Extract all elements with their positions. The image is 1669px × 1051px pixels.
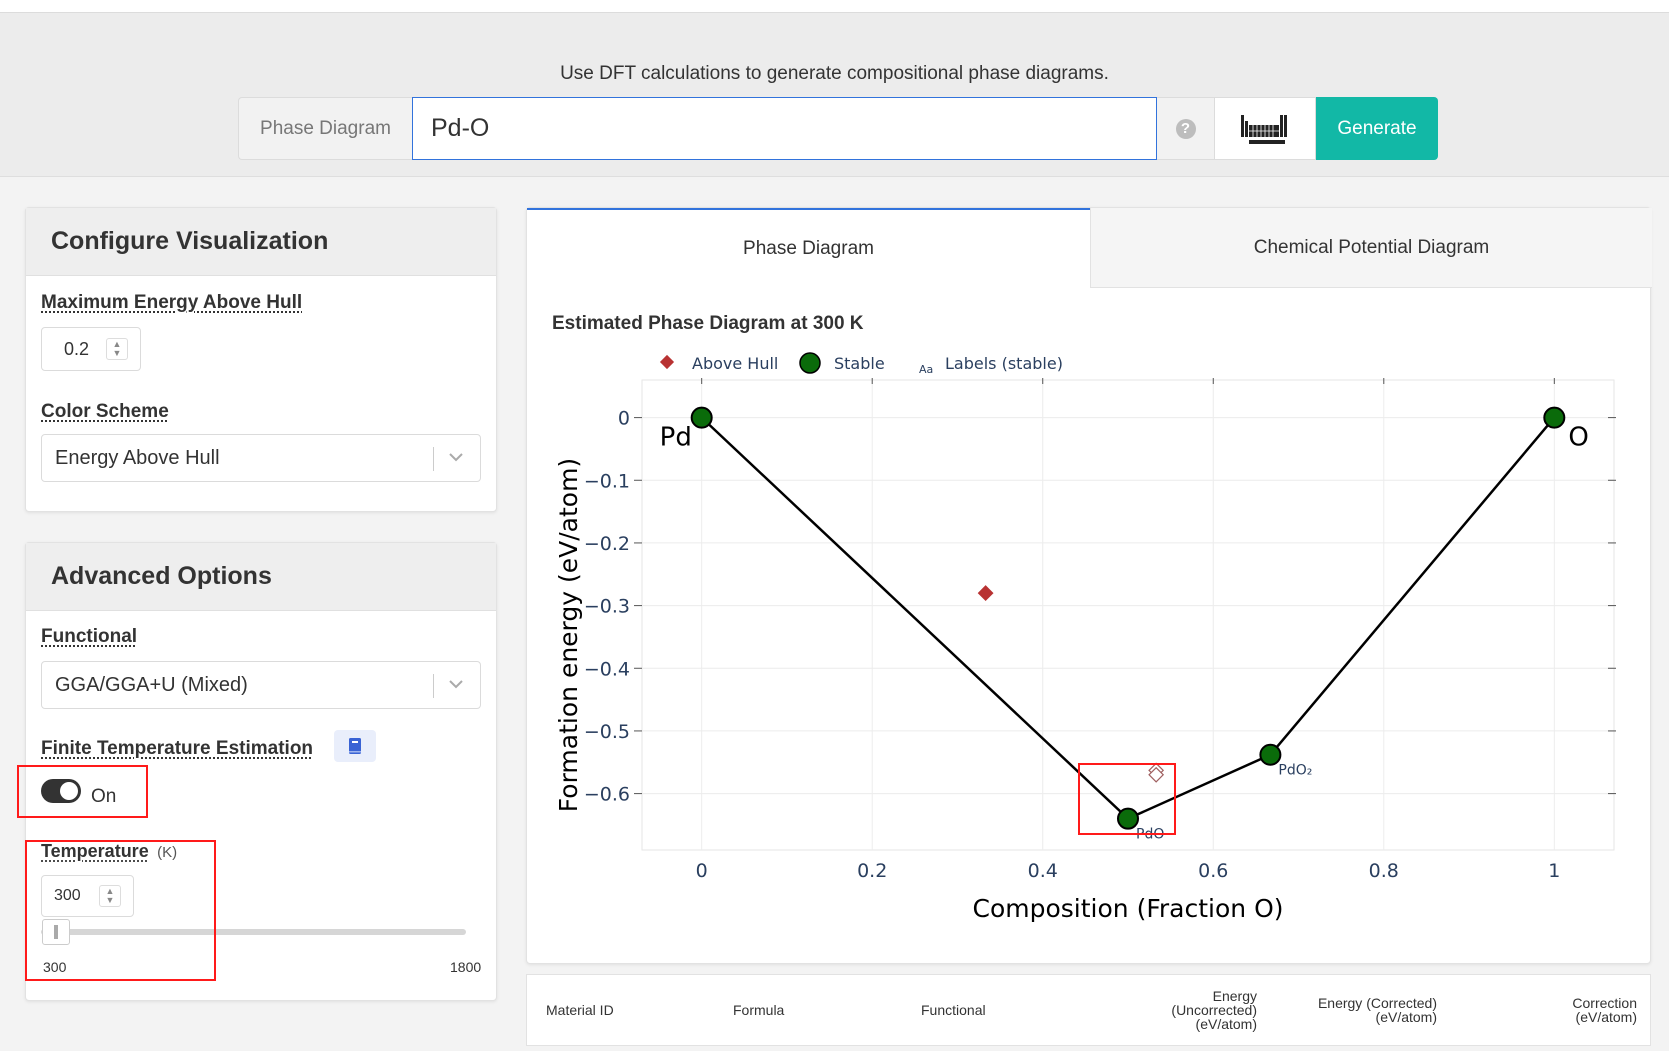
color-scheme-value: Energy Above Hull — [55, 446, 220, 469]
temperature-slider[interactable] — [41, 917, 466, 947]
temperature-label: Temperature — [41, 841, 149, 861]
x-tick-label: 0.6 — [1198, 860, 1228, 882]
advanced-title: Advanced Options — [26, 543, 496, 611]
col-energy-corrected[interactable]: Energy (Corrected) (eV/atom) — [1317, 995, 1437, 1025]
legend-labels-glyph: Aa — [919, 363, 933, 376]
configure-title: Configure Visualization — [26, 208, 496, 276]
slider-track — [41, 929, 466, 935]
stable-point — [1259, 743, 1282, 766]
highlight-pdo-box — [1078, 763, 1176, 835]
slider-handle-grip — [54, 925, 58, 939]
finite-temp-toggle[interactable] — [41, 779, 81, 803]
y-tick-label: −0.4 — [584, 658, 630, 680]
search-bar: Phase Diagram ? Generate — [238, 97, 1438, 160]
periodic-table-icon — [1241, 114, 1287, 144]
phase-diagram-chart[interactable]: 0 0.2 0.4 0.6 0.8 1 0 −0.1 −0.2 −0.3 −0.4 −0.5 −0.6 C… — [527, 338, 1627, 923]
col-formula[interactable]: Formula — [733, 1002, 785, 1018]
question-circle-icon: ? — [1175, 118, 1196, 139]
toggle-state-label: On — [91, 786, 117, 807]
hull-line — [700, 416, 1556, 821]
phase-diagram-card: Phase Diagram Chemical Potential Diagram… — [526, 207, 1652, 964]
y-axis-label: Formation energy (eV/atom) — [554, 458, 583, 812]
stable-point — [1117, 807, 1139, 830]
stable-point — [1543, 406, 1566, 429]
spinner-icon[interactable]: ▲ ▼ — [99, 885, 121, 907]
finite-temp-doc-button[interactable] — [334, 730, 376, 762]
y-tick-label: −0.3 — [584, 596, 630, 618]
search-input[interactable] — [412, 97, 1157, 160]
top-divider — [0, 12, 1669, 13]
highlight-toggle-box — [17, 765, 148, 818]
legend-above-hull-label: Above Hull — [692, 354, 778, 373]
plot-area — [641, 379, 1615, 851]
help-button[interactable]: ? — [1157, 97, 1215, 160]
temperature-value: 300 — [54, 887, 81, 904]
label-pdo2: PdO₂ — [1278, 763, 1312, 779]
col-energy-uncorrected[interactable]: Energy (Uncorrected) (eV/atom) — [1171, 988, 1257, 1032]
slider-min-label: 300 — [43, 959, 67, 975]
y-tick-label: −0.6 — [584, 784, 630, 806]
above-hull-point — [1148, 766, 1165, 783]
x-tick-label: 0.8 — [1369, 860, 1399, 882]
color-scheme-select[interactable]: Energy Above Hull — [41, 434, 481, 482]
legend-above-hull-marker — [659, 354, 675, 370]
functional-value: GGA/GGA+U (Mixed) — [55, 673, 248, 696]
book-icon — [349, 738, 361, 754]
above-hull-point — [977, 585, 994, 601]
temperature-label-group: Temperature (K) — [41, 841, 177, 862]
search-prefix-label: Phase Diagram — [238, 97, 412, 160]
col-material-id[interactable]: Material ID — [546, 1002, 614, 1018]
max-energy-value: 0.2 — [64, 338, 90, 359]
max-energy-label: Maximum Energy Above Hull — [41, 292, 303, 313]
y-tick-label: −0.2 — [584, 533, 630, 555]
label-o: O — [1568, 423, 1588, 453]
select-separator — [433, 447, 434, 471]
x-axis-label: Composition (Fraction O) — [973, 894, 1284, 923]
chart-title: Estimated Phase Diagram at 300 K — [552, 313, 864, 334]
legend-labels-label: Labels (stable) — [945, 354, 1063, 373]
tab-phase-diagram[interactable]: Phase Diagram — [527, 208, 1090, 288]
tab-chemical-potential[interactable]: Chemical Potential Diagram — [1090, 208, 1652, 288]
stable-point — [690, 406, 713, 429]
functional-select[interactable]: GGA/GGA+U (Mixed) — [41, 661, 481, 709]
functional-label: Functional — [41, 626, 138, 647]
top-strip — [0, 0, 1669, 12]
tagline: Use DFT calculations to generate composi… — [560, 63, 1109, 84]
temperature-input[interactable]: 300 ▲ ▼ — [41, 875, 134, 917]
color-scheme-label: Color Scheme — [41, 401, 169, 422]
chevron-down-icon — [449, 453, 463, 462]
y-tick-label: 0 — [618, 408, 630, 430]
generate-button[interactable]: Generate — [1316, 97, 1438, 160]
advanced-options-card: Advanced Options Functional GGA/GGA+U (M… — [25, 542, 497, 1001]
max-energy-input[interactable]: 0.2 ▲ ▼ — [41, 327, 141, 371]
toggle-knob — [60, 782, 78, 800]
header: Use DFT calculations to generate composi… — [0, 13, 1669, 177]
spinner-icon[interactable]: ▲ ▼ — [106, 338, 128, 360]
label-pd: Pd — [660, 423, 692, 453]
col-functional[interactable]: Functional — [921, 1002, 986, 1018]
legend-stable-marker — [799, 352, 821, 374]
slider-handle[interactable] — [42, 919, 70, 945]
materials-table-header: Material ID Formula Functional Energy (U… — [526, 974, 1651, 1046]
x-tick-label: 0.2 — [857, 860, 887, 882]
highlight-temperature-box — [25, 840, 216, 981]
slider-max-label: 1800 — [450, 959, 482, 975]
x-tick-label: 0 — [696, 860, 708, 882]
periodic-table-button[interactable] — [1215, 97, 1316, 160]
chevron-down-icon — [449, 680, 463, 689]
finite-temp-label: Finite Temperature Estimation — [41, 738, 314, 759]
x-tick-label: 0.4 — [1028, 860, 1058, 882]
y-tick-label: −0.5 — [584, 721, 630, 743]
diagram-tabs: Phase Diagram Chemical Potential Diagram — [527, 208, 1652, 288]
configure-visualization-card: Configure Visualization Maximum Energy A… — [25, 207, 497, 512]
select-separator — [433, 674, 434, 698]
col-correction[interactable]: Correction (eV/atom) — [1572, 995, 1637, 1025]
y-tick-label: −0.1 — [584, 470, 630, 492]
temperature-unit: (K) — [157, 844, 178, 861]
legend-stable-label: Stable — [834, 354, 885, 373]
x-tick-label: 1 — [1548, 860, 1560, 882]
